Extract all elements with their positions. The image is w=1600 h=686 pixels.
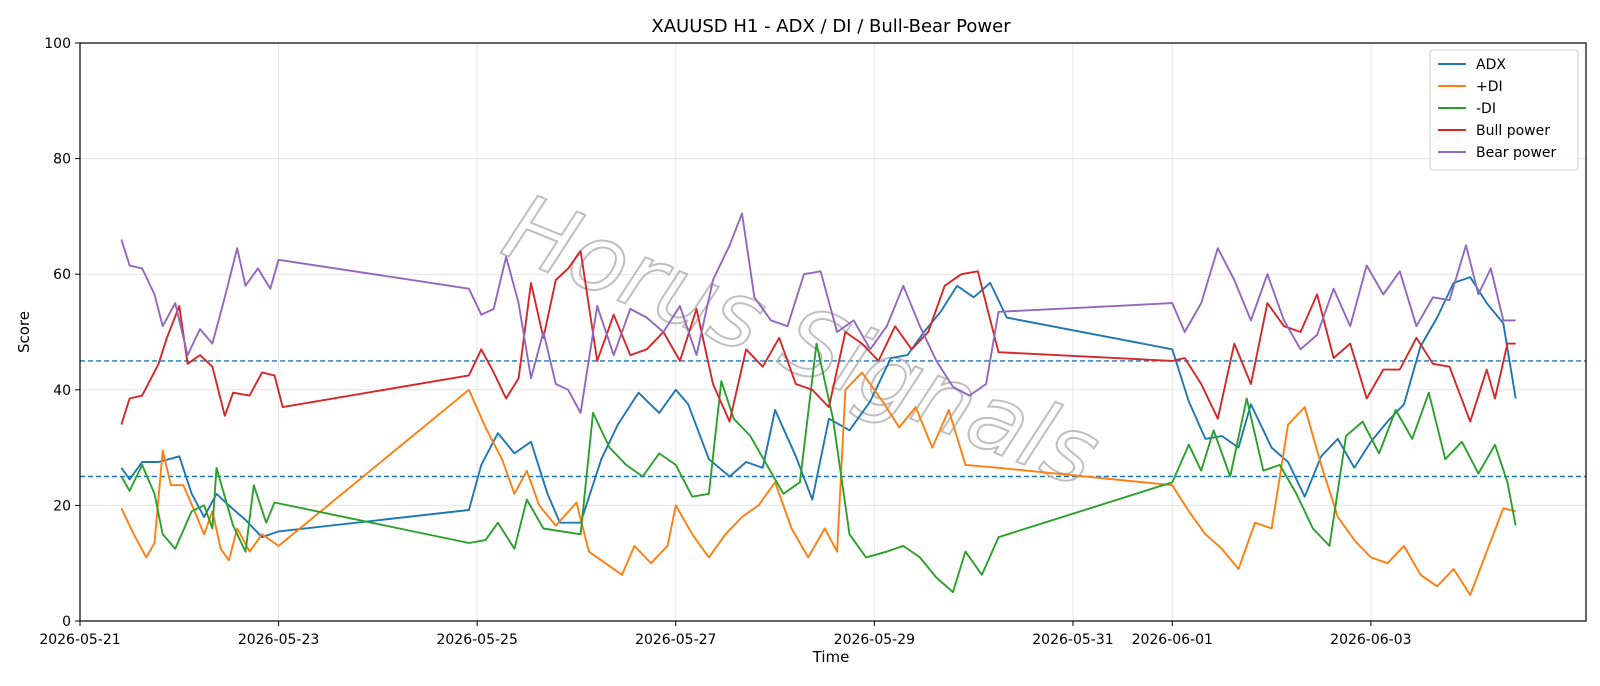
x-tick-label: 2026-05-29 [834,632,915,648]
y-axis-label: Score [15,311,33,353]
series-line--di [120,342,1517,594]
legend-label: Bear power [1476,145,1557,161]
x-tick-label: 2026-05-27 [635,632,716,648]
y-tick-label: 40 [53,383,71,399]
reference-lines [80,360,1586,478]
legend-label: +DI [1476,79,1503,95]
legend-label: Bull power [1476,123,1550,139]
y-tick-label: 100 [44,36,71,52]
legend-label: -DI [1476,101,1496,117]
series-lines [120,212,1517,596]
y-axis-ticks: 0 20 40 60 80 100 [44,36,80,630]
y-tick-label: 80 [53,152,71,168]
series-line--di [120,371,1516,596]
x-tick-label: 2026-06-03 [1330,632,1411,648]
legend-label: ADX [1476,57,1506,73]
legend-box [1429,49,1579,171]
chart-title: XAUUSD H1 - ADX / DI / Bull-Bear Power [651,16,1011,37]
legend: ADX +DI -DI Bull power Bear power [1429,49,1579,171]
x-tick-label: 2026-05-25 [436,632,517,648]
series-line-adx [120,276,1517,539]
x-tick-label: 2026-06-01 [1132,632,1213,648]
x-axis-label: Time [812,648,850,666]
y-tick-label: 0 [62,614,71,630]
x-axis-ticks: 2026-05-21 2026-05-23 2026-05-25 2026-05-27… [39,621,1412,648]
y-tick-label: 60 [53,267,71,283]
series-line-bull-power [120,250,1516,425]
plot-frame [79,42,1587,622]
x-tick-label: 2026-05-31 [1032,632,1113,648]
x-tick-label: 2026-05-21 [39,632,120,648]
y-tick-label: 20 [53,498,71,514]
series-line-bear-power [120,212,1516,414]
x-tick-label: 2026-05-23 [238,632,319,648]
